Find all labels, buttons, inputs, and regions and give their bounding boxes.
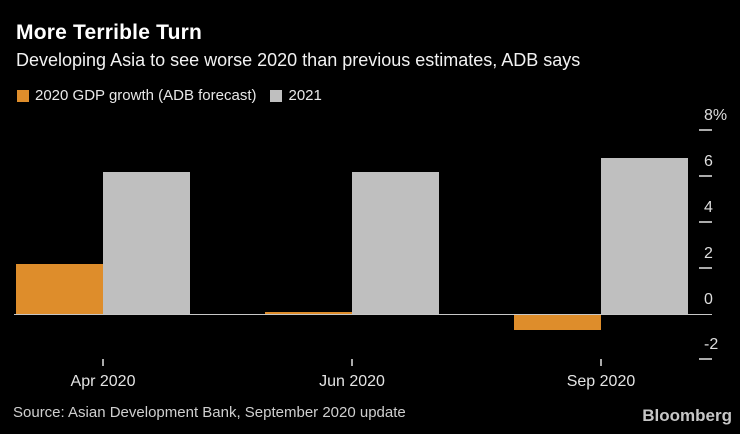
- bloomberg-logo: Bloomberg: [642, 406, 732, 425]
- bar-2020-gdp-growth-adb-forecast-jun-2020: [265, 311, 352, 314]
- bar-2021-sep-2020: [601, 157, 688, 314]
- y-axis-label: 8%: [704, 107, 728, 124]
- chart-title: More Terrible Turn: [16, 21, 203, 44]
- x-axis-label-sep-2020: Sep 2020: [566, 373, 636, 390]
- y-axis-label: 0: [704, 291, 713, 308]
- legend-swatch-icon: [270, 89, 283, 102]
- y-axis-tick-2: [699, 267, 712, 269]
- bar-2020-gdp-growth-adb-forecast-apr-2020: [16, 263, 103, 314]
- legend-item-2020-gdp-growth-adb-forecast: 2020 GDP growth (ADB forecast): [17, 87, 256, 104]
- y-axis-label: -2: [704, 336, 719, 353]
- zero-baseline: [14, 314, 712, 315]
- y-axis-tick-6: [699, 175, 712, 177]
- legend-item-2021: 2021: [270, 87, 322, 104]
- y-axis-label: 4: [704, 199, 713, 216]
- y-axis-tick--2: [699, 358, 712, 360]
- bar-2021-apr-2020: [103, 171, 190, 314]
- source-note: Source: Asian Development Bank, Septembe…: [13, 404, 406, 421]
- y-axis-label: 2: [704, 245, 713, 262]
- legend-label: 2021: [288, 87, 322, 104]
- x-axis-tick-apr-2020: [102, 359, 104, 366]
- y-axis-tick-4: [699, 221, 712, 223]
- legend: 2020 GDP growth (ADB forecast) 2021: [17, 87, 322, 104]
- legend-swatch-icon: [17, 89, 29, 102]
- x-axis-label-jun-2020: Jun 2020: [319, 373, 385, 390]
- bar-2021-jun-2020: [352, 171, 439, 314]
- legend-label: 2020 GDP growth (ADB forecast): [35, 87, 257, 104]
- y-axis-tick-8: [699, 129, 712, 131]
- y-axis-label: 6: [704, 153, 713, 170]
- bar-2020-gdp-growth-adb-forecast-sep-2020: [514, 313, 601, 330]
- chart-subtitle: Developing Asia to see worse 2020 than p…: [16, 50, 581, 70]
- x-axis-tick-jun-2020: [351, 359, 353, 366]
- x-axis-tick-sep-2020: [600, 359, 602, 366]
- x-axis-label-apr-2020: Apr 2020: [70, 373, 136, 390]
